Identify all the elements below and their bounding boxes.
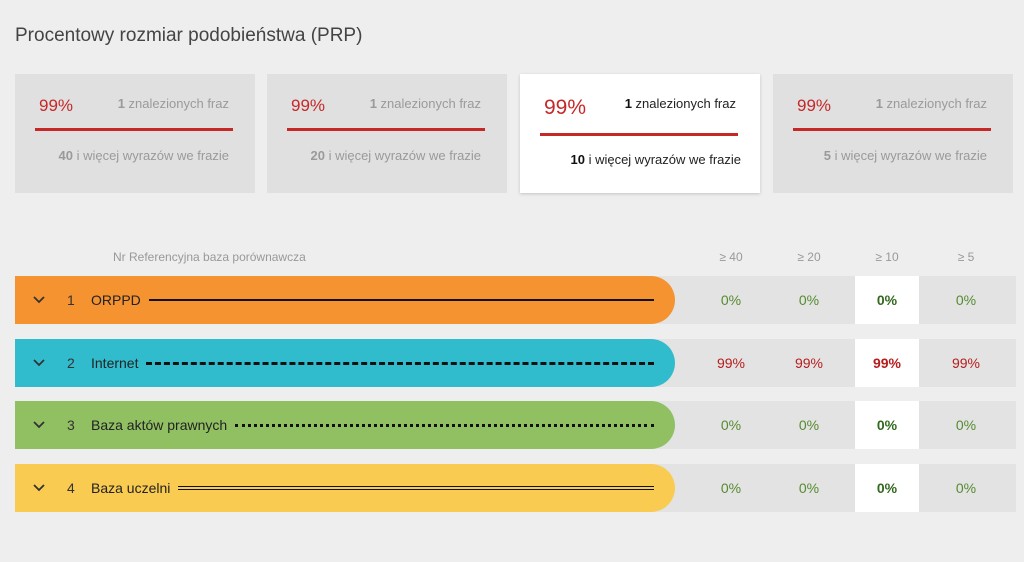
source-line-style xyxy=(148,299,654,301)
summary-card-4[interactable]: 99% 1 znalezionych fraz 5 i więcej wyrazów… xyxy=(773,74,1013,193)
card-percentage: 99% xyxy=(797,96,832,115)
table-row: 4 Baza uczelni 0% 0% 0% 0% xyxy=(15,464,1016,512)
card-found-count: 1 xyxy=(117,96,125,111)
similarity-cell: 99% xyxy=(716,355,746,371)
card-found-count: 1 xyxy=(624,96,632,111)
similarity-cell: 0% xyxy=(798,292,820,308)
card-percentage: 99% xyxy=(544,96,587,119)
source-number: 1 xyxy=(67,292,75,308)
source-bar[interactable]: 4 Baza uczelni xyxy=(15,464,675,512)
summary-card-2[interactable]: 99% 1 znalezionych fraz 20 i więcej wyrazó… xyxy=(267,74,507,193)
table-row: 2 Internet 99% 99% 99% 99% xyxy=(15,339,1016,387)
similarity-cell: 0% xyxy=(720,417,742,433)
card-found-phrases: 1 znalezionych fraz xyxy=(876,96,987,111)
card-words-count: 20 xyxy=(310,148,325,163)
table-header-label: Nr Referencyjna baza porównawcza xyxy=(113,250,306,264)
card-words-count: 40 xyxy=(58,148,73,163)
column-header: ≥ 40 xyxy=(719,250,743,264)
card-words-count: 10 xyxy=(570,152,585,167)
source-line-style xyxy=(146,361,654,365)
card-found-label: znalezionych fraz xyxy=(882,96,987,111)
card-phrase-length: 10 i więcej wyrazów we frazie xyxy=(570,152,741,167)
table-row: 3 Baza aktów prawnych 0% 0% 0% 0% xyxy=(15,401,1016,449)
card-found-phrases: 1 znalezionych fraz xyxy=(118,96,229,111)
source-name: ORPPD xyxy=(91,292,141,308)
card-divider xyxy=(540,133,738,136)
source-name: Baza aktów prawnych xyxy=(91,417,228,433)
card-found-label: znalezionych fraz xyxy=(376,96,481,111)
similarity-cell: 99% xyxy=(794,355,824,371)
source-bar[interactable]: 3 Baza aktów prawnych xyxy=(15,401,675,449)
card-found-label: znalezionych fraz xyxy=(631,96,736,111)
similarity-cell: 0% xyxy=(798,480,820,496)
similarity-cell: 0% xyxy=(720,292,742,308)
card-found-count: 1 xyxy=(875,96,883,111)
similarity-cell: 99% xyxy=(951,355,981,371)
column-header: ≥ 20 xyxy=(797,250,821,264)
card-divider xyxy=(793,128,991,131)
column-header: ≥ 5 xyxy=(957,250,975,264)
similarity-cell: 0% xyxy=(798,417,820,433)
similarity-cell: 0% xyxy=(955,480,977,496)
card-words-count: 5 xyxy=(823,148,831,163)
similarity-cell: 0% xyxy=(955,417,977,433)
column-header: ≥ 10 xyxy=(875,250,899,264)
source-bar[interactable]: 2 Internet xyxy=(15,339,675,387)
card-found-phrases: 1 znalezionych fraz xyxy=(625,96,736,111)
chevron-down-icon[interactable] xyxy=(32,357,45,370)
card-words-label: i więcej wyrazów we frazie xyxy=(72,148,229,163)
summary-card-1[interactable]: 99% 1 znalezionych fraz 40 i więcej wyrazó… xyxy=(15,74,255,193)
card-percentage: 99% xyxy=(39,96,74,115)
table-row: 1 ORPPD 0% 0% 0% 0% xyxy=(15,276,1016,324)
source-name: Internet xyxy=(91,355,139,371)
card-words-label: i więcej wyrazów we frazie xyxy=(830,148,987,163)
similarity-cell: 0% xyxy=(855,401,919,449)
card-found-count: 1 xyxy=(369,96,377,111)
card-divider xyxy=(287,128,485,131)
card-found-label: znalezionych fraz xyxy=(124,96,229,111)
chevron-down-icon[interactable] xyxy=(32,419,45,432)
source-bar[interactable]: 1 ORPPD xyxy=(15,276,675,324)
source-number: 2 xyxy=(67,355,75,371)
card-found-phrases: 1 znalezionych fraz xyxy=(370,96,481,111)
source-line-style xyxy=(178,486,654,490)
similarity-cell: 0% xyxy=(720,480,742,496)
similarity-cell: 0% xyxy=(855,464,919,512)
chevron-down-icon[interactable] xyxy=(32,294,45,307)
card-words-label: i więcej wyrazów we frazie xyxy=(324,148,481,163)
source-number: 4 xyxy=(67,480,75,496)
source-line-style xyxy=(235,423,654,427)
page-title: Procentowy rozmiar podobieństwa (PRP) xyxy=(15,25,363,46)
chevron-down-icon[interactable] xyxy=(32,482,45,495)
card-words-label: i więcej wyrazów we frazie xyxy=(584,152,741,167)
card-phrase-length: 40 i więcej wyrazów we frazie xyxy=(58,148,229,163)
summary-card-3[interactable]: 99% 1 znalezionych fraz 10 i więcej wyrazó… xyxy=(520,74,760,193)
source-number: 3 xyxy=(67,417,75,433)
card-percentage: 99% xyxy=(291,96,326,115)
card-phrase-length: 20 i więcej wyrazów we frazie xyxy=(310,148,481,163)
similarity-cell: 0% xyxy=(855,276,919,324)
similarity-cell: 0% xyxy=(955,292,977,308)
source-name: Baza uczelni xyxy=(91,480,171,496)
card-phrase-length: 5 i więcej wyrazów we frazie xyxy=(824,148,987,163)
similarity-cell: 99% xyxy=(855,339,919,387)
summary-cards: 99% 1 znalezionych fraz 40 i więcej wyrazó… xyxy=(15,74,1016,193)
card-divider xyxy=(35,128,233,131)
